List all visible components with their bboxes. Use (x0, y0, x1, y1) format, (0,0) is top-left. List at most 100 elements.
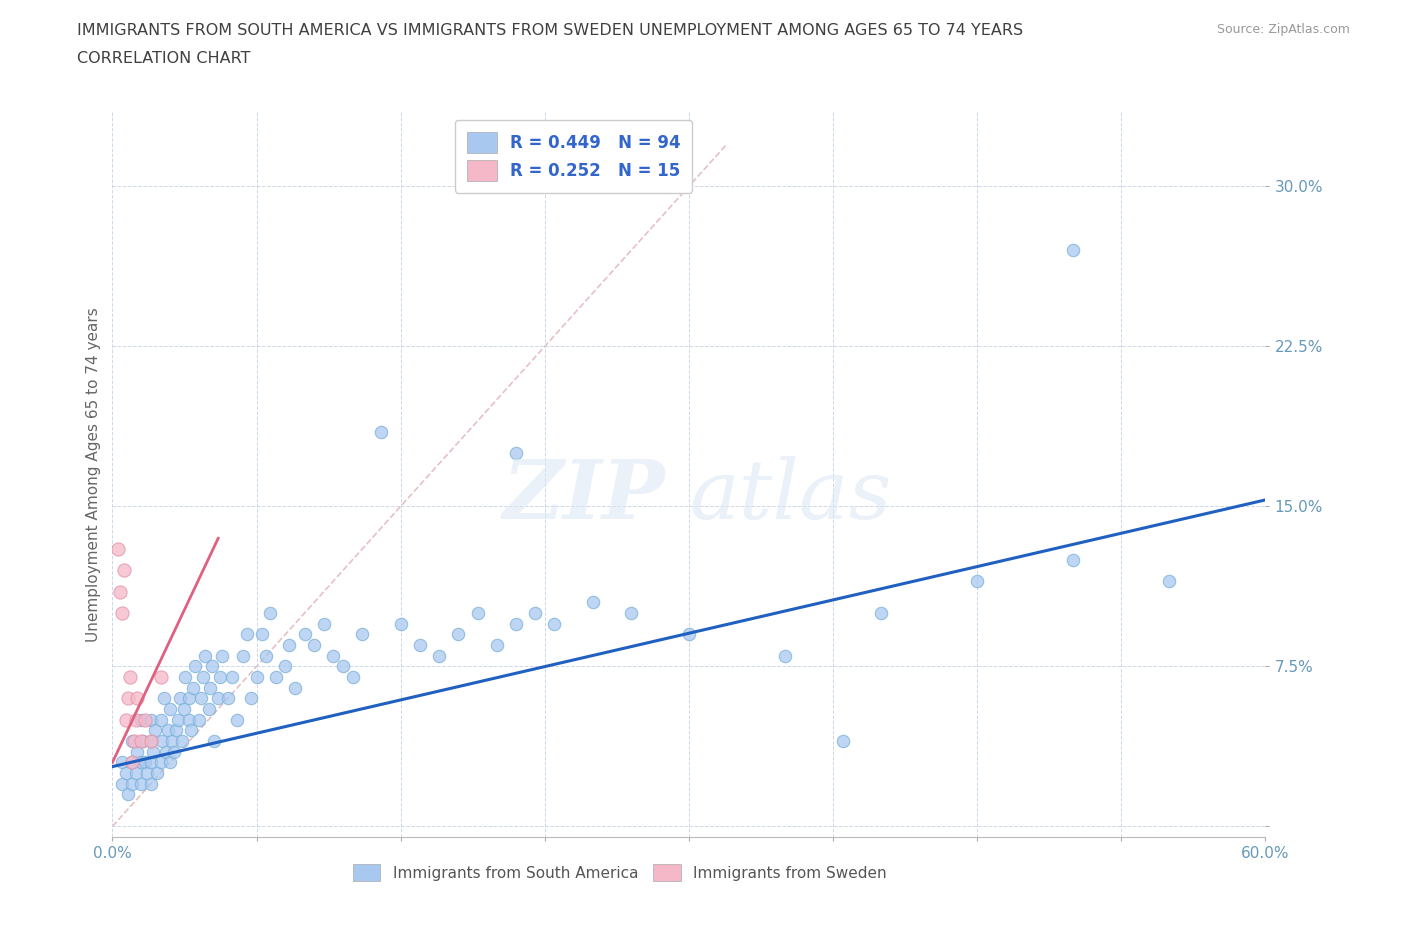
Point (145, 765, 167, 780)
Point (322, 648, 344, 663)
Point (134, 712, 156, 727)
Point (160, 734, 183, 749)
Point (118, 670, 141, 684)
Point (1062, 243, 1084, 258)
Point (191, 670, 214, 684)
Point (543, 617, 565, 631)
Point (124, 712, 146, 727)
Point (108, 584, 131, 599)
Point (136, 765, 159, 780)
Point (139, 777, 162, 791)
Point (409, 638, 432, 653)
Point (966, 574, 988, 589)
Point (139, 712, 162, 727)
Point (121, 755, 143, 770)
Point (209, 670, 232, 684)
Point (200, 680, 222, 695)
Point (127, 744, 149, 759)
Point (370, 424, 392, 439)
Point (304, 638, 326, 653)
Point (139, 734, 162, 749)
Point (129, 777, 153, 791)
Point (142, 744, 165, 759)
Point (179, 712, 201, 727)
Point (184, 658, 207, 673)
Point (582, 595, 605, 610)
Point (121, 734, 143, 749)
Point (111, 755, 134, 770)
Point (197, 701, 219, 716)
Point (254, 648, 277, 663)
Point (332, 658, 354, 673)
Point (170, 734, 193, 749)
Point (427, 648, 450, 663)
Point (121, 755, 143, 770)
Point (259, 605, 281, 620)
Point (153, 691, 176, 706)
Point (129, 734, 153, 749)
Point (188, 712, 211, 727)
Point (107, 541, 129, 556)
Point (202, 734, 225, 749)
Point (157, 723, 180, 737)
Text: Source: ZipAtlas.com: Source: ZipAtlas.com (1216, 23, 1350, 36)
Point (485, 638, 508, 653)
Point (505, 617, 527, 631)
Point (1159, 574, 1181, 589)
Point (831, 734, 853, 749)
Point (179, 691, 201, 706)
Point (149, 755, 172, 770)
Point (163, 744, 186, 759)
Point (134, 755, 156, 770)
Point (143, 723, 166, 737)
Point (505, 445, 527, 460)
Point (129, 755, 153, 770)
Point (127, 691, 149, 706)
Point (165, 723, 187, 737)
Point (294, 627, 316, 642)
Point (139, 755, 162, 770)
Text: CORRELATION CHART: CORRELATION CHART (77, 51, 250, 66)
Point (152, 734, 174, 749)
Point (217, 691, 239, 706)
Point (211, 648, 233, 663)
Point (139, 734, 162, 749)
Point (159, 701, 181, 716)
Point (181, 680, 204, 695)
Point (155, 744, 177, 759)
Point (115, 765, 138, 780)
Point (169, 691, 191, 706)
Point (112, 563, 135, 578)
Point (264, 670, 287, 684)
Text: atlas: atlas (689, 456, 891, 536)
Point (773, 648, 796, 663)
Point (239, 691, 262, 706)
Legend: Immigrants from South America, Immigrants from Sweden: Immigrants from South America, Immigrant… (347, 857, 893, 887)
Y-axis label: Unemployment Among Ages 65 to 74 years: Unemployment Among Ages 65 to 74 years (86, 307, 101, 642)
Point (173, 701, 195, 716)
Point (115, 712, 138, 727)
Point (246, 670, 269, 684)
Point (180, 723, 202, 737)
Point (870, 605, 893, 620)
Point (221, 670, 243, 684)
Point (232, 648, 254, 663)
Point (111, 605, 134, 620)
Point (467, 605, 489, 620)
Point (129, 712, 153, 727)
Point (620, 605, 643, 620)
Point (149, 712, 172, 727)
Point (524, 605, 547, 620)
Point (284, 680, 307, 695)
Point (166, 712, 188, 727)
Point (194, 648, 217, 663)
Point (117, 787, 139, 802)
Point (111, 777, 134, 791)
Point (236, 627, 259, 642)
Point (124, 765, 146, 780)
Point (121, 777, 143, 791)
Point (174, 670, 197, 684)
Point (149, 670, 172, 684)
Point (389, 617, 412, 631)
Point (132, 734, 155, 749)
